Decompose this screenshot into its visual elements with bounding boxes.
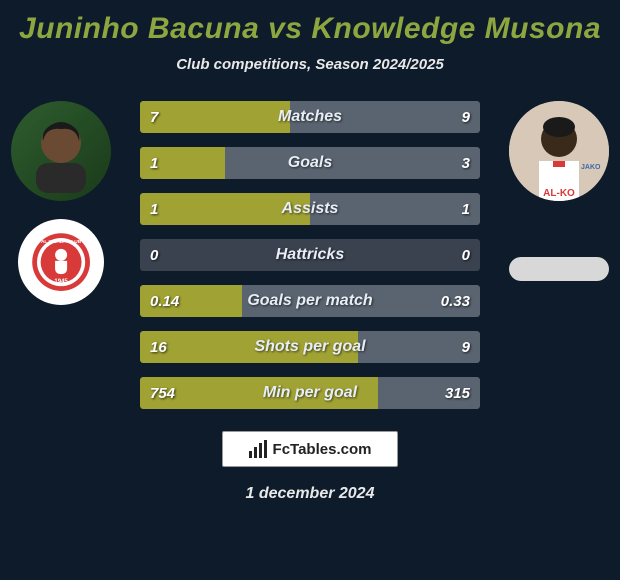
- stat-bar-right: [225, 147, 480, 179]
- stat-row: 754315Min per goal: [140, 377, 480, 409]
- player2-avatar-icon: AL-KO JAKO: [509, 101, 609, 201]
- stat-bar-right: [290, 101, 480, 133]
- svg-text:AL-KO: AL-KO: [543, 188, 575, 199]
- player2-avatar: AL-KO JAKO: [509, 101, 609, 201]
- stat-row: 169Shots per goal: [140, 331, 480, 363]
- stat-bar-left: [140, 331, 358, 363]
- comparison-content: 1945 AL WEHDA CLUB AL-KO JAKO 79Matches1…: [0, 101, 620, 409]
- stat-row: 11Assists: [140, 193, 480, 225]
- stat-bar-right: [310, 193, 480, 225]
- stat-value-left: 16: [150, 331, 167, 363]
- player2-club-badge: [509, 257, 609, 281]
- stat-row: 13Goals: [140, 147, 480, 179]
- stat-value-left: 0.14: [150, 285, 179, 317]
- subtitle: Club competitions, Season 2024/2025: [0, 56, 620, 73]
- page-title: Juninho Bacuna vs Knowledge Musona: [0, 0, 620, 46]
- stat-value-left: 754: [150, 377, 175, 409]
- stat-value-right: 9: [462, 101, 470, 133]
- footer-brand-badge: FcTables.com: [222, 431, 398, 467]
- stat-bar-left: [140, 101, 290, 133]
- stat-value-right: 1: [462, 193, 470, 225]
- footer-date: 1 december 2024: [0, 485, 620, 503]
- svg-text:AL WEHDA CLUB: AL WEHDA CLUB: [41, 239, 82, 245]
- player1-avatar-icon: [11, 101, 111, 201]
- stat-value-right: 9: [462, 331, 470, 363]
- stat-value-right: 315: [445, 377, 470, 409]
- player1-column: 1945 AL WEHDA CLUB: [6, 101, 116, 305]
- stat-value-left: 0: [150, 239, 158, 271]
- player1-club-badge: 1945 AL WEHDA CLUB: [18, 219, 104, 305]
- stats-bars: 79Matches13Goals11Assists00Hattricks0.14…: [140, 101, 480, 409]
- player2-column: AL-KO JAKO: [504, 101, 614, 281]
- footer-brand-text: FcTables.com: [273, 441, 372, 458]
- stat-bar-left: [140, 377, 378, 409]
- svg-text:JAKO: JAKO: [581, 164, 601, 171]
- stat-value-right: 0: [462, 239, 470, 271]
- stat-row: 0.140.33Goals per match: [140, 285, 480, 317]
- stat-row: 00Hattricks: [140, 239, 480, 271]
- club1-logo-icon: 1945 AL WEHDA CLUB: [31, 232, 91, 292]
- stat-value-right: 3: [462, 147, 470, 179]
- stat-value-left: 7: [150, 101, 158, 133]
- stat-bar-left: [140, 193, 310, 225]
- player1-avatar: [11, 101, 111, 201]
- stat-row: 79Matches: [140, 101, 480, 133]
- svg-text:1945: 1945: [54, 279, 68, 285]
- stat-value-left: 1: [150, 193, 158, 225]
- stat-value-left: 1: [150, 147, 158, 179]
- stat-value-right: 0.33: [441, 285, 470, 317]
- fctables-bars-icon: [249, 440, 267, 458]
